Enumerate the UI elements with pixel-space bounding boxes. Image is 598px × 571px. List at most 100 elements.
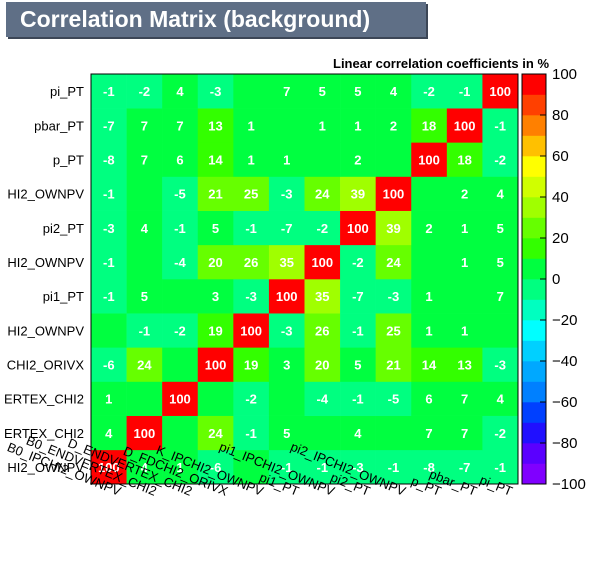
cell-value: -2	[494, 152, 506, 167]
colorbar-tick-label: −60	[552, 394, 577, 411]
cell-value: 1	[354, 118, 361, 133]
cell-value: 5	[354, 84, 361, 99]
heatmap-cell	[340, 449, 376, 485]
cell-value: 14	[422, 357, 437, 372]
heatmap-cell	[91, 244, 127, 280]
color-band	[522, 361, 546, 382]
heatmap-cell	[482, 176, 519, 211]
cell-value: 100	[383, 187, 405, 202]
cell-value: -1	[388, 460, 400, 475]
heatmap-cell	[126, 313, 163, 348]
y-tick-label: p_PT	[53, 152, 84, 167]
colorbar-tick-label: 40	[552, 189, 569, 206]
cell-value: -1	[245, 426, 257, 441]
cell-value: 2	[354, 152, 361, 167]
cell-value: 4	[141, 221, 149, 236]
heatmap-cell	[233, 449, 270, 485]
cell-value: 7	[497, 289, 504, 304]
cell-value: -3	[281, 187, 293, 202]
heatmap-cell	[268, 449, 305, 485]
color-band	[522, 299, 546, 321]
heatmap-cell	[340, 176, 376, 211]
colorbar-tick-label: 20	[552, 230, 569, 247]
cell-value: 4	[176, 84, 184, 99]
y-tick-label: pi2_PT	[43, 221, 84, 236]
cell-value: -7	[281, 221, 293, 236]
cell-value: 4	[141, 460, 149, 475]
heatmap-cell	[375, 176, 412, 211]
cell-value: 100	[347, 221, 369, 236]
heatmap-cell	[197, 279, 234, 314]
cell-value: 13	[208, 118, 222, 133]
heatmap-cell	[197, 347, 234, 382]
colorbar-tick-label: 100	[552, 66, 577, 83]
heatmap-cell	[411, 313, 448, 348]
cell-value: -3	[245, 289, 257, 304]
heatmap-cell	[268, 279, 305, 314]
heatmap-cell	[446, 449, 483, 485]
color-band	[522, 197, 546, 218]
cell-value: 4	[497, 392, 505, 407]
y-tick-label: ERTEX_CHI2	[4, 426, 84, 441]
heatmap-cell	[126, 142, 163, 177]
heatmap-cell	[340, 381, 376, 416]
cell-value: 13	[457, 357, 471, 372]
heatmap-cell	[304, 449, 341, 485]
heatmap-cell	[126, 449, 163, 485]
cell-value: 5	[497, 221, 504, 236]
cell-value: -2	[245, 392, 257, 407]
heatmap-cell	[126, 210, 163, 246]
cell-value: 21	[208, 187, 222, 202]
colorbar-tick-label: 60	[552, 148, 569, 165]
heatmap-cell	[304, 142, 341, 177]
heatmap-cell	[411, 244, 448, 280]
heatmap-cell	[304, 415, 341, 451]
color-band	[522, 463, 546, 485]
cell-value: 1	[105, 392, 112, 407]
cell-value: 100	[205, 357, 227, 372]
cell-value: 18	[457, 152, 471, 167]
y-tick-label: pi_PT	[50, 84, 84, 99]
chart-subtitle: Linear correlation coefficients in %	[333, 56, 549, 71]
heatmap-cell	[91, 279, 127, 314]
heatmap-cell	[91, 142, 127, 177]
cell-value: -1	[352, 392, 364, 407]
heatmap-cell	[340, 74, 376, 109]
color-band	[522, 176, 546, 198]
heatmap-cell	[233, 244, 270, 280]
cell-value: 1	[319, 118, 326, 133]
heatmap-cell	[304, 108, 341, 143]
cell-value: 4	[105, 426, 113, 441]
heatmap-cell	[411, 74, 448, 109]
cell-value: 5	[141, 289, 148, 304]
heatmap-cell	[268, 210, 305, 246]
cell-value: 19	[244, 357, 258, 372]
cell-value: 18	[422, 118, 436, 133]
cell-value: -7	[352, 289, 364, 304]
heatmap-cell	[91, 449, 127, 485]
colorbar-tick-label: 0	[552, 271, 560, 288]
cell-value: -6	[210, 460, 222, 475]
chart-title: Correlation Matrix (background)	[20, 6, 371, 32]
heatmap-cell	[482, 279, 519, 314]
heatmap-cell	[482, 381, 519, 416]
cell-value: -4	[317, 392, 329, 407]
color-band	[522, 279, 546, 300]
heatmap-cell	[375, 313, 412, 348]
y-tick-label: pbar_PT	[34, 118, 84, 133]
heatmap-cell	[162, 415, 199, 451]
cell-value: 1	[425, 323, 432, 338]
heatmap-cell	[411, 279, 448, 314]
heatmap-cell	[91, 108, 127, 143]
cell-value: 4	[354, 426, 362, 441]
y-tick-label: pi1_PT	[43, 289, 84, 304]
heatmap-cell	[91, 381, 127, 416]
heatmap-cell	[446, 415, 483, 451]
heatmap-cell	[197, 176, 234, 211]
cell-value: 1	[461, 255, 468, 270]
cell-value: -1	[103, 84, 115, 99]
heatmap-cell	[411, 142, 448, 177]
cell-value: 7	[141, 152, 148, 167]
heatmap-cell	[233, 74, 270, 109]
